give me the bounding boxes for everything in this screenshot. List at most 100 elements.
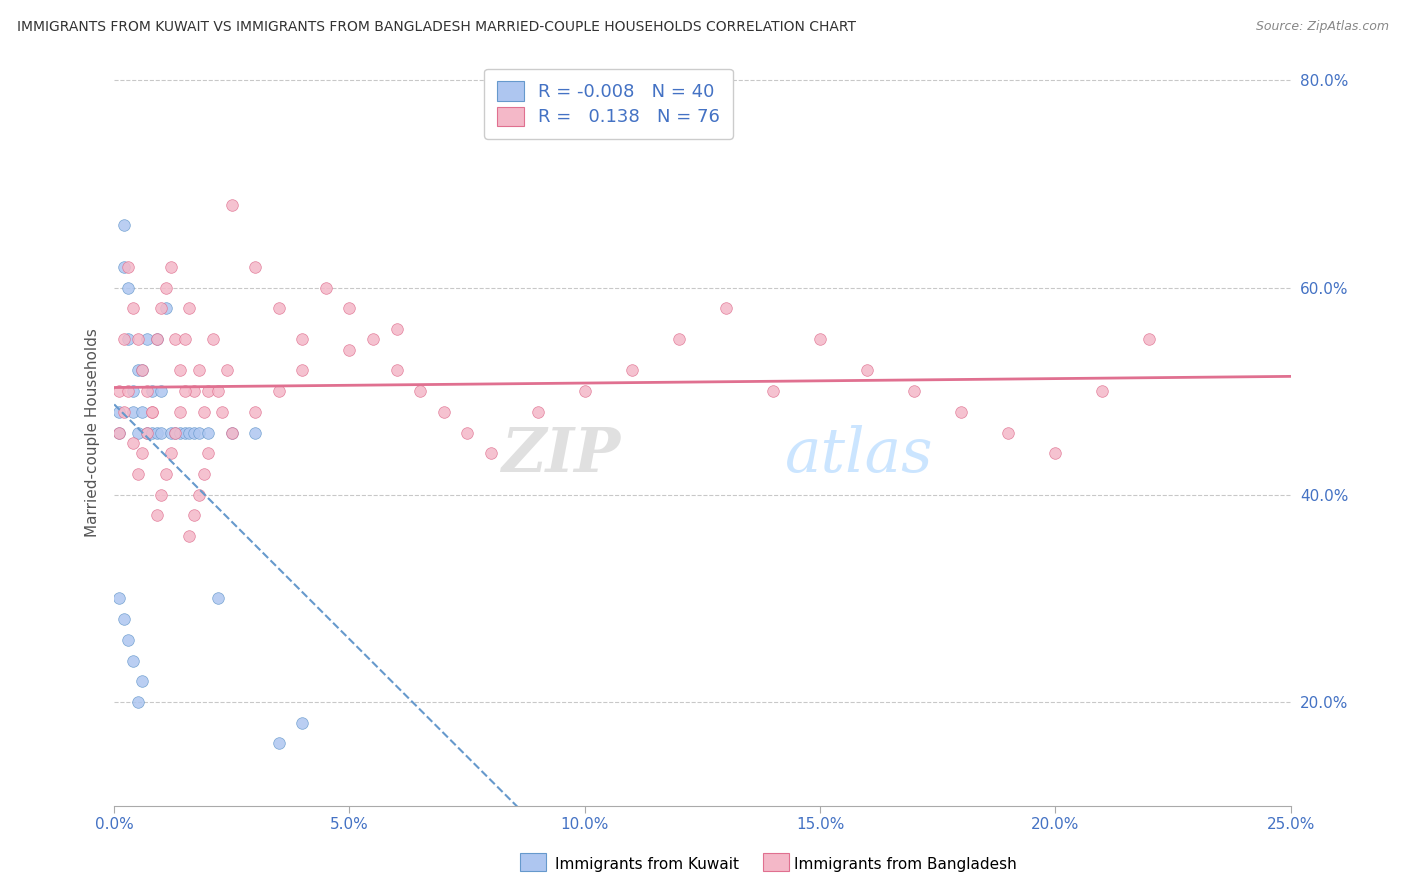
Point — [193, 405, 215, 419]
Point — [136, 332, 159, 346]
Point — [122, 436, 145, 450]
Point — [173, 332, 195, 346]
Point — [131, 674, 153, 689]
Point — [217, 363, 239, 377]
Point — [197, 446, 219, 460]
Text: atlas: atlas — [785, 425, 934, 485]
Point — [267, 736, 290, 750]
Point — [197, 425, 219, 440]
Point — [141, 405, 163, 419]
Point — [112, 612, 135, 626]
Point — [187, 425, 209, 440]
Text: IMMIGRANTS FROM KUWAIT VS IMMIGRANTS FROM BANGLADESH MARRIED-COUPLE HOUSEHOLDS C: IMMIGRANTS FROM KUWAIT VS IMMIGRANTS FRO… — [17, 20, 856, 34]
Point — [131, 446, 153, 460]
Point — [131, 363, 153, 377]
Point — [856, 363, 879, 377]
Point — [245, 405, 267, 419]
Point — [456, 425, 478, 440]
Point — [112, 219, 135, 233]
Point — [179, 425, 201, 440]
Point — [432, 405, 454, 419]
Point — [155, 301, 177, 316]
Point — [165, 332, 187, 346]
Point — [145, 425, 167, 440]
Point — [108, 425, 131, 440]
Point — [150, 425, 173, 440]
Point — [409, 384, 432, 399]
Point — [221, 197, 243, 211]
Point — [187, 363, 209, 377]
Point — [150, 488, 173, 502]
Point — [141, 384, 163, 399]
Point — [173, 425, 195, 440]
Point — [173, 384, 195, 399]
Point — [122, 384, 145, 399]
Point — [291, 715, 314, 730]
Point — [127, 425, 149, 440]
Text: Immigrants from Bangladesh: Immigrants from Bangladesh — [794, 857, 1017, 872]
Point — [385, 363, 408, 377]
Point — [122, 654, 145, 668]
Point — [141, 425, 163, 440]
Point — [361, 332, 384, 346]
Point — [108, 591, 131, 606]
Point — [112, 260, 135, 274]
Point — [112, 332, 135, 346]
Point — [117, 280, 139, 294]
Point — [291, 332, 314, 346]
Point — [315, 280, 337, 294]
Point — [159, 425, 181, 440]
Point — [267, 301, 290, 316]
Point — [339, 343, 361, 357]
Point — [159, 446, 181, 460]
Point — [179, 301, 201, 316]
Point — [117, 332, 139, 346]
Point — [127, 695, 149, 709]
Point — [267, 384, 290, 399]
Point — [169, 363, 191, 377]
Point — [112, 405, 135, 419]
Point — [1045, 446, 1067, 460]
Point — [385, 322, 408, 336]
Point — [245, 260, 267, 274]
Point — [155, 467, 177, 481]
Point — [122, 405, 145, 419]
Point — [122, 301, 145, 316]
Point — [211, 405, 233, 419]
Point — [201, 332, 224, 346]
Point — [183, 425, 205, 440]
Point — [108, 405, 131, 419]
Text: ZIP: ZIP — [501, 425, 620, 485]
Point — [127, 332, 149, 346]
Point — [141, 405, 163, 419]
Point — [668, 332, 690, 346]
Point — [159, 260, 181, 274]
Point — [221, 425, 243, 440]
Point — [169, 405, 191, 419]
Point — [714, 301, 737, 316]
Y-axis label: Married-couple Households: Married-couple Households — [86, 328, 100, 537]
Point — [145, 508, 167, 523]
Point — [127, 363, 149, 377]
Point — [903, 384, 925, 399]
Point — [145, 332, 167, 346]
Point — [150, 384, 173, 399]
Point — [145, 332, 167, 346]
Point — [245, 425, 267, 440]
Legend: R = -0.008   N = 40, R =   0.138   N = 76: R = -0.008 N = 40, R = 0.138 N = 76 — [484, 69, 733, 139]
Point — [131, 363, 153, 377]
Point — [339, 301, 361, 316]
Point — [997, 425, 1019, 440]
Point — [207, 384, 229, 399]
Point — [291, 363, 314, 377]
Point — [197, 384, 219, 399]
Point — [620, 363, 643, 377]
Point — [169, 425, 191, 440]
Point — [136, 425, 159, 440]
Point — [762, 384, 785, 399]
Point — [150, 301, 173, 316]
Point — [165, 425, 187, 440]
Point — [131, 405, 153, 419]
Point — [117, 384, 139, 399]
Point — [526, 405, 548, 419]
